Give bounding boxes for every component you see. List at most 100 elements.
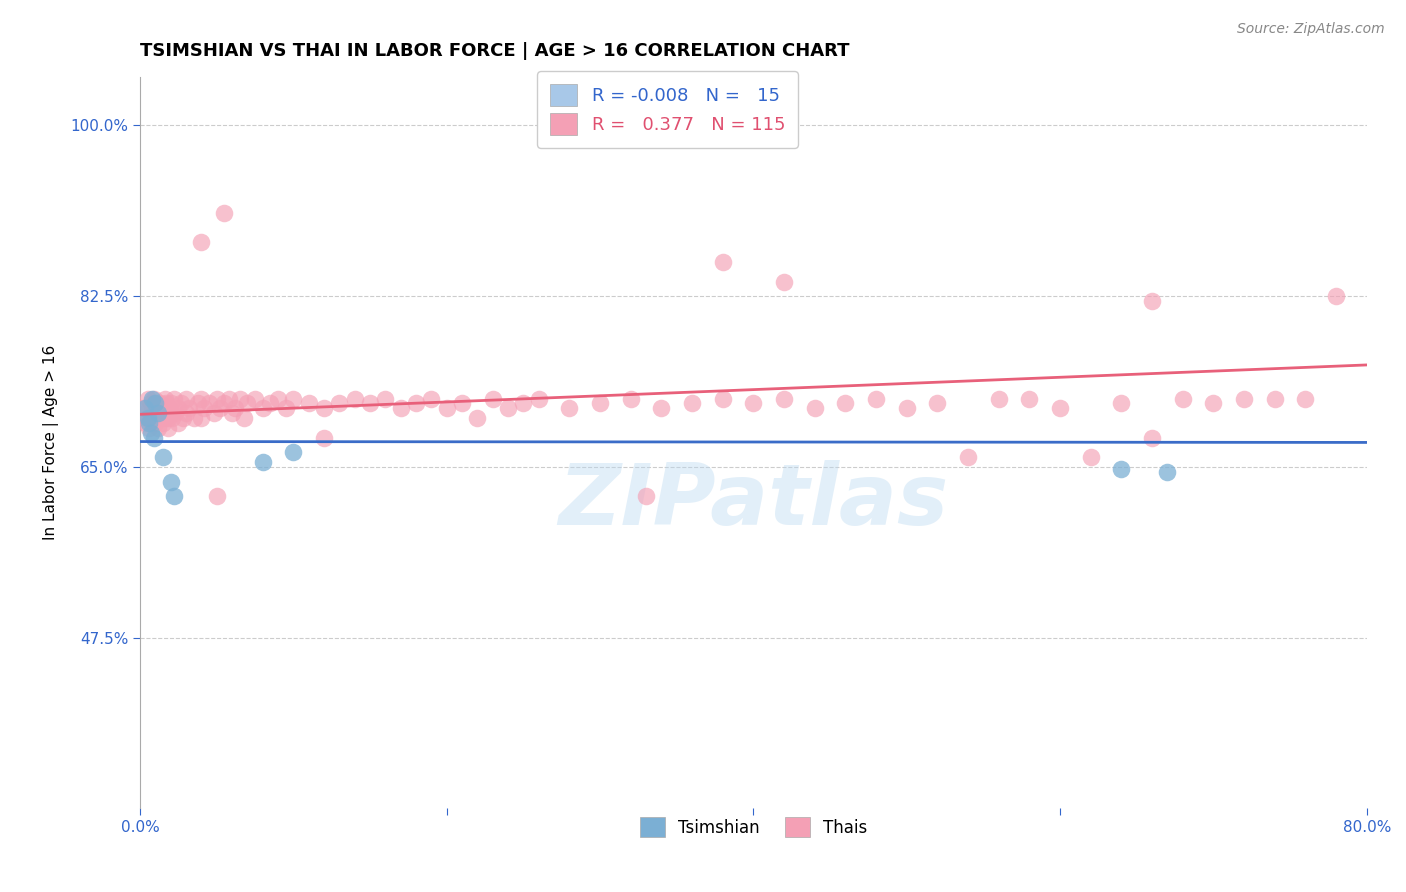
Point xyxy=(193,401,215,416)
Point xyxy=(328,396,350,410)
Point xyxy=(136,411,159,425)
Point xyxy=(174,406,197,420)
Point xyxy=(773,392,796,406)
Point xyxy=(1140,293,1163,308)
Point xyxy=(228,392,250,406)
Point xyxy=(146,396,169,410)
Point xyxy=(142,401,165,416)
Point xyxy=(1171,392,1194,406)
Point xyxy=(896,401,918,416)
Point xyxy=(218,392,240,406)
Point xyxy=(1233,392,1256,406)
Point xyxy=(142,392,165,406)
Point xyxy=(159,396,181,410)
Point xyxy=(1049,401,1071,416)
Point xyxy=(135,416,157,430)
Point xyxy=(420,392,443,406)
Point xyxy=(742,396,765,410)
Point xyxy=(136,411,159,425)
Point xyxy=(224,401,246,416)
Point xyxy=(1295,392,1317,406)
Point xyxy=(274,401,297,416)
Point xyxy=(141,392,163,406)
Point xyxy=(155,396,177,410)
Point xyxy=(155,406,177,420)
Point xyxy=(198,396,221,410)
Point xyxy=(138,416,160,430)
Point xyxy=(183,411,205,425)
Point xyxy=(233,411,256,425)
Point xyxy=(157,401,180,416)
Point xyxy=(267,392,290,406)
Point xyxy=(163,489,186,503)
Point xyxy=(681,396,703,410)
Text: TSIMSHIAN VS THAI IN LABOR FORCE | AGE > 16 CORRELATION CHART: TSIMSHIAN VS THAI IN LABOR FORCE | AGE >… xyxy=(141,42,849,60)
Point xyxy=(208,401,231,416)
Point xyxy=(312,431,335,445)
Point xyxy=(405,396,427,410)
Point xyxy=(150,411,173,425)
Point xyxy=(152,450,174,465)
Point xyxy=(139,396,162,410)
Point xyxy=(1156,465,1178,479)
Y-axis label: In Labor Force | Age > 16: In Labor Force | Age > 16 xyxy=(44,345,59,541)
Point xyxy=(190,235,212,250)
Point xyxy=(221,406,243,420)
Point xyxy=(451,396,474,410)
Point xyxy=(141,416,163,430)
Legend: Tsimshian, Thais: Tsimshian, Thais xyxy=(633,810,875,844)
Point xyxy=(711,255,734,269)
Point xyxy=(132,401,155,416)
Point xyxy=(153,392,176,406)
Point xyxy=(214,206,236,220)
Point xyxy=(636,489,658,503)
Point xyxy=(148,421,170,435)
Point xyxy=(243,392,266,406)
Point xyxy=(711,392,734,406)
Point xyxy=(467,411,489,425)
Point xyxy=(153,411,176,425)
Point xyxy=(159,475,181,489)
Point xyxy=(167,401,190,416)
Point xyxy=(1111,462,1133,476)
Point xyxy=(190,411,212,425)
Point xyxy=(834,396,856,410)
Point xyxy=(558,401,581,416)
Point xyxy=(202,406,225,420)
Point xyxy=(142,431,165,445)
Point xyxy=(436,401,458,416)
Point xyxy=(145,396,167,410)
Point xyxy=(170,396,193,410)
Point xyxy=(589,396,612,410)
Point xyxy=(149,396,172,410)
Point xyxy=(527,392,550,406)
Point xyxy=(1080,450,1102,465)
Point xyxy=(481,392,503,406)
Point xyxy=(172,411,194,425)
Point xyxy=(139,406,162,420)
Point xyxy=(145,416,167,430)
Point xyxy=(359,396,381,410)
Point xyxy=(149,406,172,420)
Point xyxy=(803,401,825,416)
Point xyxy=(152,401,174,416)
Point xyxy=(252,401,274,416)
Point xyxy=(650,401,672,416)
Point xyxy=(1202,396,1225,410)
Point xyxy=(174,392,197,406)
Point xyxy=(205,392,228,406)
Point xyxy=(927,396,949,410)
Point xyxy=(236,396,259,410)
Point xyxy=(957,450,980,465)
Point xyxy=(141,411,163,425)
Point xyxy=(252,455,274,469)
Point xyxy=(136,392,159,406)
Point xyxy=(134,401,156,416)
Point xyxy=(1324,289,1347,303)
Point xyxy=(312,401,335,416)
Point xyxy=(259,396,281,410)
Point xyxy=(134,411,156,425)
Text: ZIPatlas: ZIPatlas xyxy=(558,459,949,542)
Point xyxy=(138,401,160,416)
Point xyxy=(283,445,305,459)
